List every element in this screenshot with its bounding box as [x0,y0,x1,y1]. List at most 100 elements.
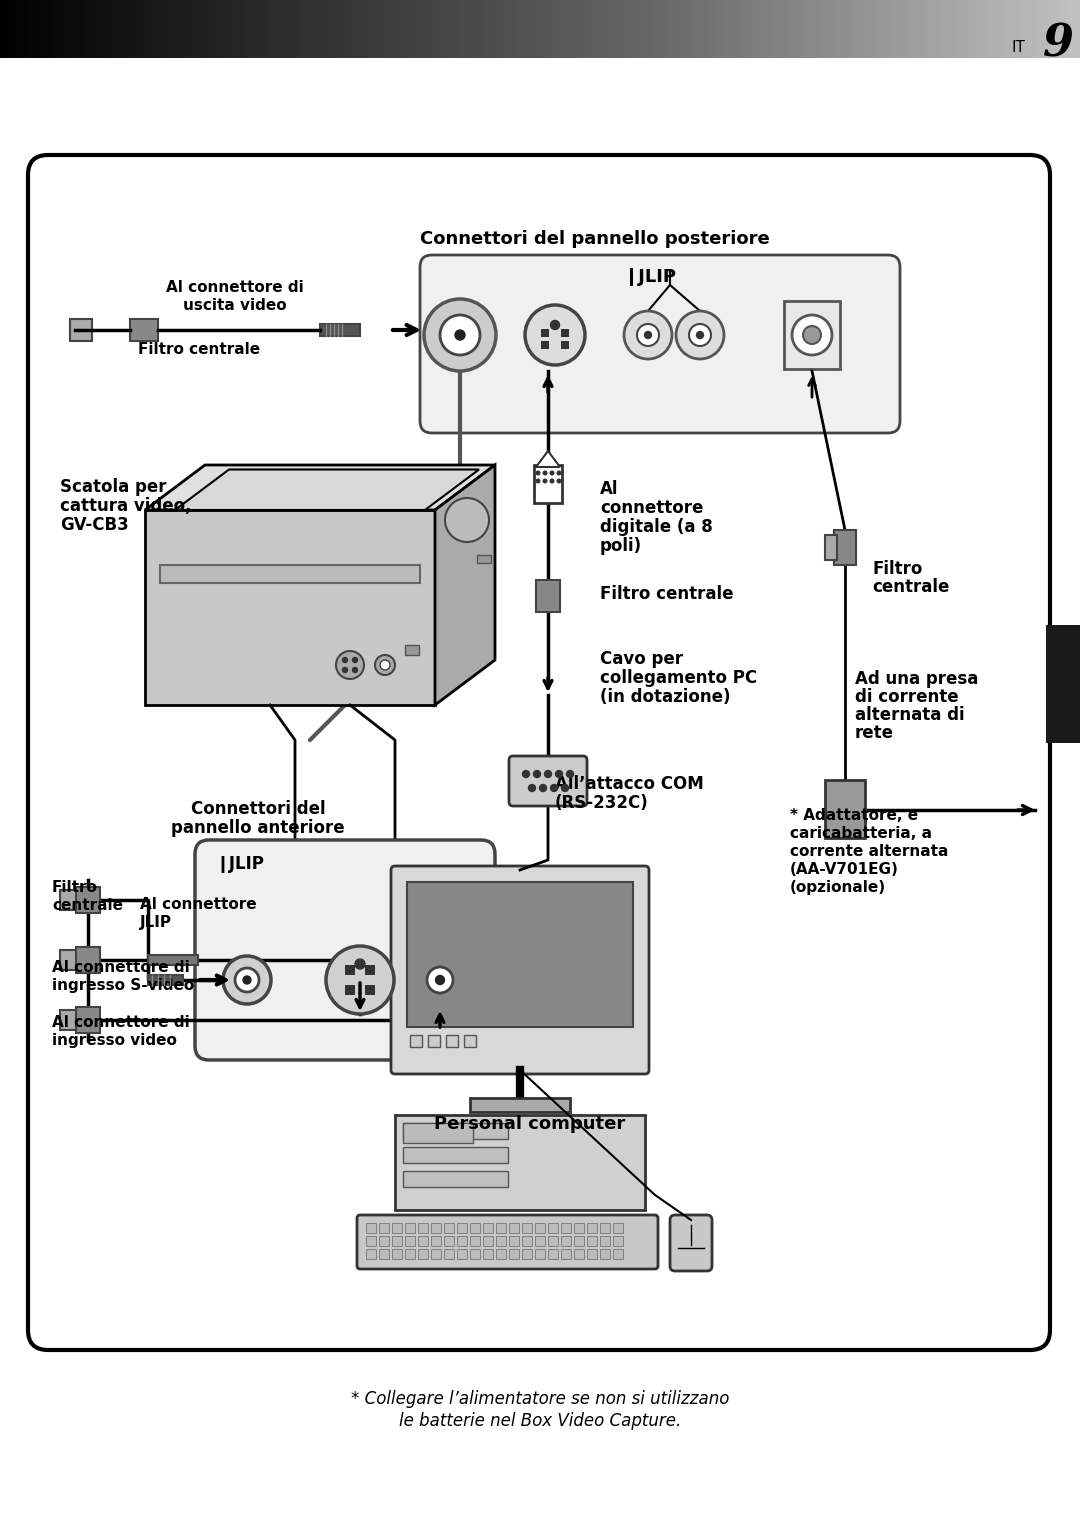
Text: ❙JLIP: ❙JLIP [623,268,676,287]
Circle shape [445,498,489,543]
Bar [907,0,912,58]
Bar [799,0,804,58]
Bar [70,319,92,340]
Bar [950,0,955,58]
Bar [921,0,927,58]
Bar [748,0,754,58]
Bar [321,0,325,58]
Bar [83,0,87,58]
Bar [403,1147,508,1164]
Bar [753,0,757,58]
Text: ❙JLIP: ❙JLIP [215,855,264,872]
Text: caricabatteria, a: caricabatteria, a [789,826,932,842]
Bar [360,0,365,58]
Bar [537,0,541,58]
Bar [140,0,145,58]
Bar [184,0,188,58]
Bar [562,0,566,58]
Bar [428,1035,440,1047]
Bar [332,0,336,58]
Bar [640,0,646,58]
Polygon shape [536,451,561,468]
Bar [97,0,102,58]
Text: Connettori del: Connettori del [191,800,325,819]
Bar [774,0,779,58]
Bar [148,0,152,58]
Circle shape [544,771,552,777]
Text: Al connettore di: Al connettore di [166,281,303,294]
Bar [764,0,768,58]
Bar [807,0,811,58]
Bar [588,1236,597,1246]
Bar [365,964,375,975]
Bar [532,0,538,58]
Bar [483,0,487,58]
Polygon shape [145,510,435,705]
Bar [36,0,41,58]
Bar [853,0,858,58]
Bar [1034,0,1038,58]
Bar [338,0,343,58]
Bar [367,0,372,58]
Bar [591,0,595,58]
Bar [108,0,112,58]
Bar [990,0,995,58]
Bar [130,319,158,340]
Text: Connettori del pannello posteriore: Connettori del pannello posteriore [420,230,770,248]
Bar [267,0,271,58]
Text: centrale: centrale [872,578,949,596]
Bar [234,0,239,58]
Bar [327,0,333,58]
Bar [612,0,617,58]
Bar [216,0,220,58]
Bar [1077,0,1080,58]
Bar [444,1249,454,1259]
Bar [496,1249,507,1259]
Bar [407,0,411,58]
Bar [418,1249,428,1259]
Bar [915,0,919,58]
Bar [3,0,9,58]
Bar [148,955,198,964]
Bar [496,1223,507,1233]
Bar [778,0,782,58]
Bar [418,1236,428,1246]
Bar [940,0,944,58]
Bar [60,891,76,911]
Circle shape [380,661,390,670]
Bar [173,0,177,58]
Bar [796,0,800,58]
Bar [486,0,490,58]
Bar [561,1223,571,1233]
Bar [457,1236,467,1246]
Bar [522,1249,532,1259]
Bar [738,0,743,58]
Bar [1051,0,1056,58]
Bar [947,0,951,58]
Bar [379,1249,389,1259]
Circle shape [637,323,659,346]
Bar [561,1236,571,1246]
Text: rete: rete [855,724,894,742]
Bar [583,0,588,58]
Bar [910,0,916,58]
Bar [241,0,246,58]
Polygon shape [175,469,480,510]
Bar [299,0,303,58]
Bar [137,0,141,58]
Text: * Collegare l’alimentatore se non si utilizzano: * Collegare l’alimentatore se non si uti… [351,1390,729,1407]
Bar [878,0,883,58]
Bar [500,0,505,58]
Circle shape [243,977,251,984]
Bar [119,0,123,58]
Bar [526,0,530,58]
Bar [586,0,592,58]
Bar [1066,0,1070,58]
Bar [76,888,100,914]
Bar [165,0,171,58]
Bar [342,0,347,58]
Circle shape [543,480,546,483]
Bar [219,0,225,58]
Bar [375,0,379,58]
Bar [969,0,973,58]
